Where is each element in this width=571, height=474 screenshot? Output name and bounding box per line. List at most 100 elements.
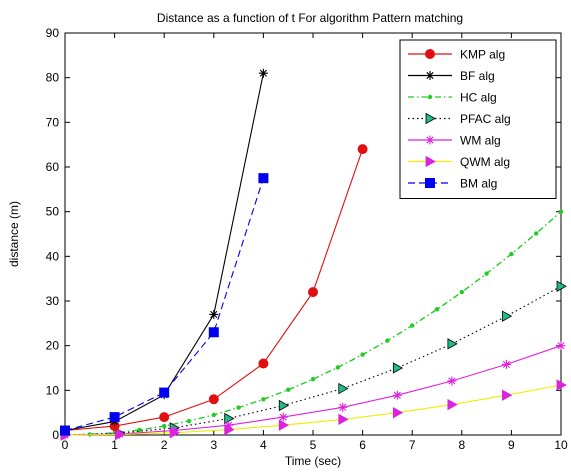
legend-marker [425, 112, 436, 125]
y-tick-label: 40 [46, 249, 60, 263]
legend-label: BF alg [460, 69, 495, 83]
data-point [308, 287, 318, 298]
legend-label: PFAC alg [460, 112, 511, 126]
y-tick-label: 20 [46, 339, 60, 353]
data-point [534, 231, 539, 236]
legend-label: KMP alg [460, 48, 505, 62]
data-point [278, 419, 290, 431]
data-point [278, 412, 288, 422]
legend-label: HC alg [460, 91, 497, 105]
chart-title: Distance as a function of t For algorith… [157, 11, 463, 25]
legend-marker [427, 94, 433, 100]
x-tick-label: 7 [409, 438, 416, 452]
data-point [186, 418, 192, 424]
x-tick-label: 4 [260, 438, 267, 452]
data-point [360, 352, 365, 357]
y-tick-label: 0 [52, 428, 59, 442]
data-point [502, 389, 513, 401]
data-point [162, 423, 167, 429]
data-point [208, 394, 219, 405]
data-point [502, 310, 513, 322]
legend-entry: QWM alg [408, 155, 510, 169]
x-tick-label: 5 [310, 438, 317, 452]
data-point [236, 405, 241, 410]
data-point [556, 379, 567, 391]
legend-entry: BF alg [408, 69, 495, 83]
legend-label: BM alg [460, 177, 497, 191]
legend-marker [425, 71, 435, 80]
x-tick-label: 3 [210, 438, 217, 452]
axis-ticks: 0 1 2 3 4 5 6 7 8 9 10 0 10 20 30 40 50 60 70 80 90 [46, 26, 568, 452]
x-tick-label: 1 [111, 438, 118, 452]
data-point [558, 209, 564, 214]
legend: KMP alg BF alg HC alg PFAC alg WM alg QWM alg… [399, 39, 557, 199]
legend-entry: BM alg [408, 177, 497, 191]
series-layer [60, 68, 567, 441]
legend-label: QWM alg [460, 155, 510, 169]
data-point [410, 323, 415, 328]
y-tick-label: 60 [46, 160, 60, 174]
legend-label: WM alg [460, 134, 501, 148]
data-point [385, 338, 390, 343]
data-point [459, 289, 464, 295]
data-point [224, 423, 235, 436]
data-point [60, 425, 70, 436]
data-point [169, 427, 180, 439]
data-point [338, 382, 349, 395]
x-tick-label: 8 [458, 438, 465, 452]
y-tick-label: 80 [46, 71, 60, 85]
data-point [258, 173, 269, 184]
data-point [447, 376, 457, 386]
legend-entry: PFAC alg [408, 112, 511, 126]
x-tick-label: 9 [508, 438, 515, 452]
data-point [357, 144, 368, 155]
legend-marker [425, 155, 436, 168]
data-point [278, 399, 290, 412]
x-tick-label: 2 [161, 438, 168, 452]
x-tick-label: 6 [359, 438, 366, 452]
data-point [338, 402, 348, 412]
y-tick-label: 70 [46, 115, 60, 129]
data-point [556, 280, 567, 292]
y-tick-label: 30 [46, 294, 60, 308]
x-axis-label: Time (sec) [285, 454, 341, 468]
data-point [286, 387, 291, 392]
data-point [209, 309, 219, 319]
data-point [501, 359, 511, 369]
y-tick-label: 10 [46, 383, 60, 397]
data-point [261, 397, 266, 402]
legend-marker [425, 178, 435, 188]
data-point [310, 376, 316, 382]
y-tick-label: 50 [46, 205, 60, 219]
data-point [338, 413, 349, 426]
data-point [447, 338, 458, 350]
series-line [64, 345, 562, 436]
data-point [109, 412, 120, 423]
data-point [392, 362, 404, 374]
series-line [64, 285, 562, 436]
data-point [258, 68, 268, 78]
series-bm-alg [60, 173, 269, 436]
legend-entry: HC alg [408, 91, 497, 105]
data-point [224, 420, 234, 430]
data-point [447, 398, 458, 411]
data-point [159, 412, 170, 423]
data-point [208, 327, 219, 338]
data-point [335, 365, 340, 370]
series-line [64, 384, 562, 436]
data-point [509, 251, 514, 257]
x-tick-label: 10 [554, 438, 568, 452]
data-point [159, 387, 170, 398]
y-axis-label: distance (m) [7, 201, 21, 267]
data-point [556, 341, 566, 351]
data-point [484, 271, 489, 276]
data-point [115, 428, 126, 441]
series-line [64, 178, 264, 432]
y-tick-label: 90 [46, 26, 60, 40]
data-point [392, 406, 404, 419]
legend-marker [425, 135, 435, 145]
data-point [258, 358, 269, 369]
data-point [434, 307, 440, 312]
series-line [64, 211, 562, 436]
